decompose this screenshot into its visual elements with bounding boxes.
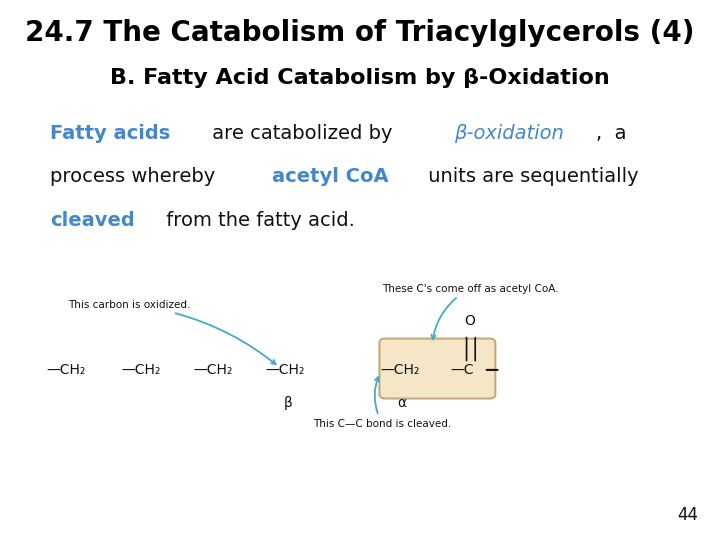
Text: units are sequentially: units are sequentially — [422, 167, 639, 186]
Text: This C—C bond is cleaved.: This C—C bond is cleaved. — [313, 377, 451, 429]
Text: —C: —C — [450, 363, 474, 377]
Text: process whereby: process whereby — [50, 167, 222, 186]
Text: 24.7 The Catabolism of Triacylglycerols (4): 24.7 The Catabolism of Triacylglycerols … — [25, 19, 695, 47]
Text: acetyl CoA: acetyl CoA — [271, 167, 388, 186]
Text: β: β — [284, 396, 292, 410]
Text: —CH₂: —CH₂ — [380, 363, 420, 377]
Text: —CH₂: —CH₂ — [121, 363, 161, 377]
Text: These C's come off as acetyl CoA.: These C's come off as acetyl CoA. — [382, 284, 558, 339]
Text: are catabolized by: are catabolized by — [206, 124, 398, 143]
Text: from the fatty acid.: from the fatty acid. — [160, 211, 355, 229]
Text: —CH₂: —CH₂ — [193, 363, 233, 377]
Text: β-oxidation: β-oxidation — [454, 124, 564, 143]
Text: Fatty acids: Fatty acids — [50, 124, 171, 143]
Text: cleaved: cleaved — [50, 211, 135, 229]
Text: This carbon is oxidized.: This carbon is oxidized. — [68, 300, 276, 364]
Text: —CH₂: —CH₂ — [47, 363, 86, 377]
Text: ,  a: , a — [596, 124, 626, 143]
Text: B. Fatty Acid Catabolism by β‑Oxidation: B. Fatty Acid Catabolism by β‑Oxidation — [110, 68, 610, 87]
FancyBboxPatch shape — [379, 339, 495, 399]
Text: O: O — [464, 314, 476, 328]
Text: 44: 44 — [678, 506, 698, 524]
Text: α: α — [397, 396, 406, 410]
Text: —CH₂: —CH₂ — [265, 363, 305, 377]
